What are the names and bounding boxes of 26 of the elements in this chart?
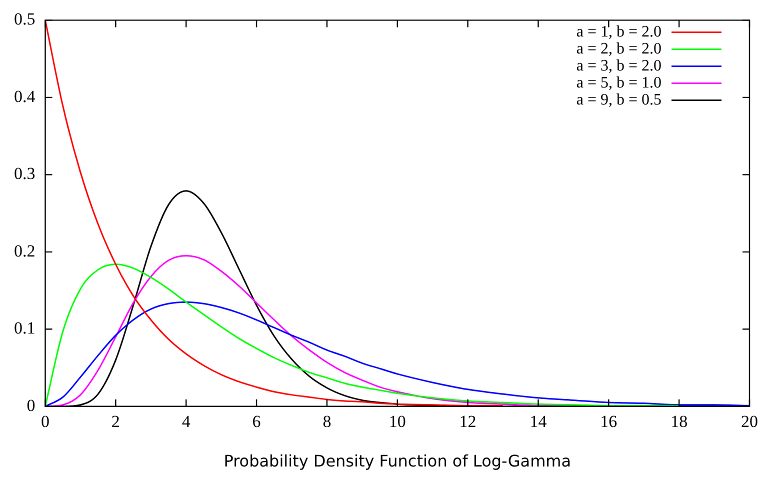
x-tick-label: 10 <box>388 412 406 432</box>
x-tick-label: 4 <box>182 412 191 432</box>
line-series <box>45 301 750 406</box>
x-tick-label: 14 <box>530 412 548 432</box>
legend-label: a = 1, b = 2.0 <box>576 23 662 40</box>
y-tick-label: 0.5 <box>14 10 36 29</box>
line-series <box>45 20 504 406</box>
legend-label: a = 9, b = 0.5 <box>576 91 662 108</box>
y-tick-label: 0.2 <box>14 241 36 260</box>
line-series <box>45 264 680 406</box>
legend-label: a = 5, b = 1.0 <box>576 74 662 92</box>
x-tick-label: 12 <box>459 412 476 432</box>
x-tick-label: 8 <box>322 412 332 432</box>
x-tick-label: 2 <box>111 412 120 432</box>
y-tick-label: 0.4 <box>14 86 36 106</box>
x-axis-title: Probability Density Function of Log-Gamma <box>224 452 572 471</box>
y-tick-label: 0.1 <box>14 318 36 338</box>
legend-label: a = 3, b = 2.0 <box>576 57 662 74</box>
y-tick-label: 0.3 <box>14 164 36 184</box>
legend-label: a = 2, b = 2.0 <box>576 40 662 58</box>
x-tick-label: 16 <box>600 412 618 432</box>
y-tick-label: 0 <box>26 396 36 415</box>
x-tick-label: 0 <box>41 412 50 432</box>
x-tick-label: 18 <box>670 412 688 432</box>
x-tick-label: 20 <box>741 412 758 432</box>
x-tick-label: 6 <box>252 412 261 432</box>
